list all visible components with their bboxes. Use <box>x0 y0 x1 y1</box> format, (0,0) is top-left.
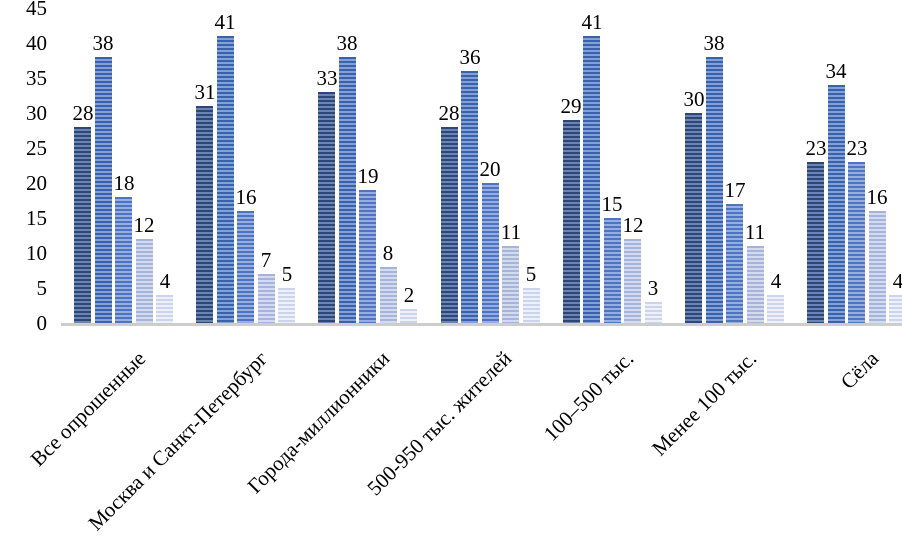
x-tick-label: Все опрошенные <box>25 346 151 471</box>
value-label: 38 <box>92 31 114 55</box>
bar-series-4-group6 <box>747 246 764 323</box>
value-label: 2 <box>403 283 415 307</box>
y-tick-label: 5 <box>36 276 48 300</box>
bar-series-5-group4 <box>523 288 540 323</box>
bar-series-3-group7 <box>848 162 865 323</box>
value-label: 18 <box>113 171 135 195</box>
bar-series-3-group3 <box>359 190 376 323</box>
value-label: 41 <box>214 10 236 34</box>
bar-series-3-group1 <box>115 197 132 323</box>
value-label: 7 <box>260 248 272 272</box>
bar-series-5-group5 <box>645 302 662 323</box>
value-label: 38 <box>703 31 725 55</box>
value-label: 20 <box>479 157 501 181</box>
value-label: 11 <box>500 220 522 244</box>
value-label: 11 <box>744 220 766 244</box>
bar-series-1-group2 <box>196 106 213 323</box>
x-axis-line <box>61 323 902 326</box>
value-label: 12 <box>133 213 155 237</box>
y-tick-label: 20 <box>26 171 47 195</box>
value-label: 15 <box>601 192 623 216</box>
value-label: 4 <box>770 269 782 293</box>
value-label: 17 <box>724 178 746 202</box>
bar-series-4-group4 <box>502 246 519 323</box>
bar-series-2-group7 <box>828 85 845 323</box>
y-tick-label: 30 <box>26 101 47 125</box>
bar-series-2-group5 <box>583 36 600 323</box>
bar-series-5-group6 <box>767 295 784 323</box>
bar-series-3-group5 <box>604 218 621 323</box>
bar-series-3-group4 <box>482 183 499 323</box>
value-label: 16 <box>235 185 257 209</box>
value-label: 5 <box>281 262 293 286</box>
y-tick-label: 0 <box>36 311 48 335</box>
bar-series-5-group1 <box>156 295 173 323</box>
bar-series-1-group5 <box>563 120 580 323</box>
value-label: 4 <box>159 269 171 293</box>
bar-series-4-group3 <box>380 267 397 323</box>
value-label: 28 <box>72 101 94 125</box>
bar-series-3-group6 <box>726 204 743 323</box>
bar-series-5-group3 <box>400 309 417 323</box>
value-label: 23 <box>846 136 868 160</box>
bar-series-3-group2 <box>237 211 254 323</box>
bar-series-4-group1 <box>136 239 153 323</box>
value-label: 28 <box>438 101 460 125</box>
bar-series-2-group3 <box>339 57 356 323</box>
bar-series-2-group2 <box>217 36 234 323</box>
value-label: 36 <box>459 45 481 69</box>
value-label: 31 <box>194 80 216 104</box>
value-label: 30 <box>683 87 705 111</box>
y-tick-label: 25 <box>26 136 47 160</box>
bar-series-4-group7 <box>869 211 886 323</box>
bar-series-2-group4 <box>461 71 478 323</box>
value-label: 4 <box>892 269 902 293</box>
y-tick-label: 40 <box>26 31 47 55</box>
value-label: 23 <box>805 136 827 160</box>
bar-series-4-group5 <box>624 239 641 323</box>
bar-series-2-group1 <box>95 57 112 323</box>
bar-series-5-group2 <box>278 288 295 323</box>
value-label: 33 <box>316 66 338 90</box>
y-tick-label: 15 <box>26 206 47 230</box>
bar-series-5-group7 <box>889 295 902 323</box>
bar-series-4-group2 <box>258 274 275 323</box>
value-label: 34 <box>825 59 847 83</box>
y-tick-label: 10 <box>26 241 47 265</box>
bar-series-1-group4 <box>441 127 458 323</box>
value-label: 16 <box>866 185 888 209</box>
value-label: 29 <box>560 94 582 118</box>
value-label: 8 <box>382 241 394 265</box>
bar-series-1-group1 <box>74 127 91 323</box>
value-label: 3 <box>647 276 659 300</box>
bar-series-2-group6 <box>706 57 723 323</box>
bar-series-1-group6 <box>685 113 702 323</box>
value-label: 41 <box>581 10 603 34</box>
bar-series-1-group3 <box>318 92 335 323</box>
value-label: 5 <box>525 262 537 286</box>
y-tick-label: 45 <box>26 0 47 20</box>
value-label: 19 <box>357 164 379 188</box>
y-tick-label: 35 <box>26 66 47 90</box>
bar-series-1-group7 <box>807 162 824 323</box>
value-label: 12 <box>622 213 644 237</box>
value-label: 38 <box>336 31 358 55</box>
